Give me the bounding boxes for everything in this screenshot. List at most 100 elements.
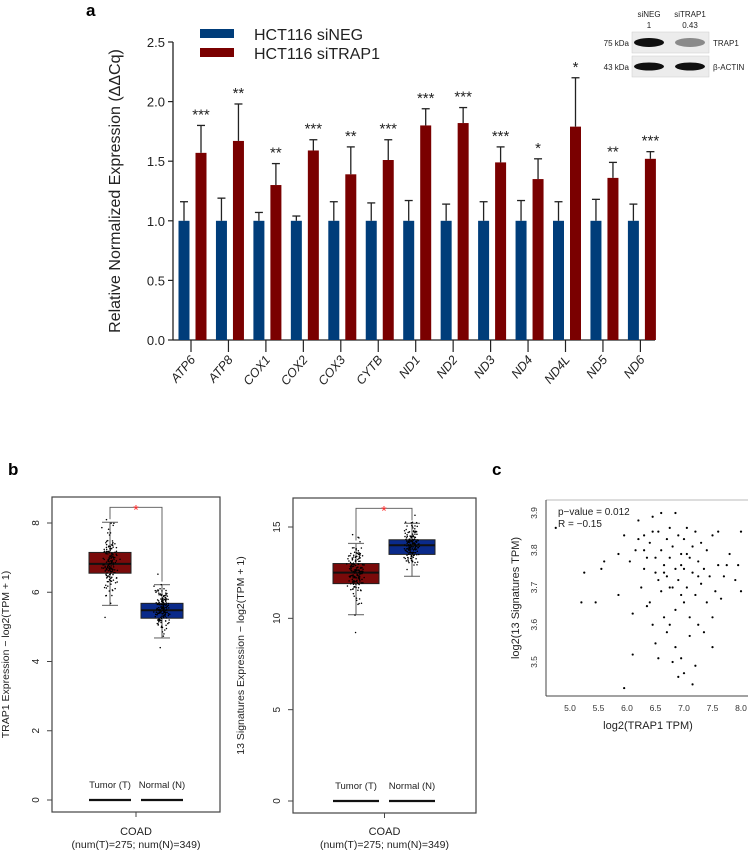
jitter-point bbox=[162, 616, 165, 619]
jitter-point bbox=[116, 581, 118, 583]
western-blot-inset: siNEG 1 siTRAP1 0.43 75 kDa TRAP1 43 kDa β-ACTI… bbox=[604, 10, 744, 78]
scatter-point bbox=[603, 560, 606, 563]
jitter-point bbox=[164, 620, 167, 622]
x-axis-label: COAD bbox=[369, 826, 401, 838]
scatter-point bbox=[708, 575, 711, 578]
jitter-point bbox=[354, 614, 356, 616]
jitter-point bbox=[161, 613, 164, 615]
jitter-point bbox=[350, 563, 353, 565]
jitter-point bbox=[352, 565, 355, 567]
jitter-point bbox=[414, 536, 416, 539]
jitter-point bbox=[349, 582, 352, 585]
scatter-point bbox=[665, 575, 669, 578]
jitter-point bbox=[112, 573, 114, 576]
jitter-point bbox=[103, 586, 106, 589]
bar-chart-mito-genes: 0.0 0.5 1.0 1.5 2.0 2.5 Relative Normalized Ex… bbox=[107, 27, 659, 388]
jitter-point bbox=[112, 568, 114, 571]
jitter-point bbox=[416, 545, 418, 548]
plot-frame bbox=[51, 496, 221, 813]
jitter-point bbox=[107, 580, 109, 583]
jitter-point bbox=[352, 592, 355, 595]
jitter-point bbox=[353, 576, 356, 579]
scatter-point bbox=[654, 642, 657, 645]
jitter-point bbox=[160, 606, 163, 608]
jitter-point bbox=[163, 608, 165, 610]
jitter-point bbox=[161, 626, 164, 629]
jitter-point bbox=[348, 568, 351, 570]
jitter-point bbox=[353, 595, 355, 597]
scatter-point bbox=[700, 582, 703, 585]
jitter-point bbox=[354, 570, 357, 572]
jitter-point bbox=[167, 604, 170, 607]
jitter-point bbox=[109, 572, 112, 574]
jitter-point bbox=[349, 575, 352, 577]
group-label-normal: Normal (N) bbox=[389, 781, 435, 792]
scatter-point bbox=[668, 623, 671, 626]
scatter-point bbox=[691, 683, 694, 686]
jitter-point bbox=[358, 577, 361, 579]
bar-sitrap1 bbox=[232, 140, 244, 340]
jitter-point bbox=[355, 567, 358, 569]
x-tick-label: 8.0 bbox=[735, 703, 747, 713]
jitter-point bbox=[163, 587, 165, 590]
jitter-point bbox=[163, 598, 166, 601]
significance-marker: *** bbox=[192, 106, 210, 123]
jitter-point bbox=[412, 527, 414, 529]
jitter-point bbox=[160, 600, 163, 603]
jitter-point bbox=[409, 538, 411, 540]
jitter-point bbox=[158, 601, 160, 604]
jitter-point bbox=[360, 566, 362, 569]
jitter-point bbox=[164, 594, 167, 596]
jitter-point bbox=[103, 548, 105, 551]
jitter-point bbox=[107, 528, 110, 531]
jitter-point bbox=[403, 548, 406, 550]
bar-sineg bbox=[403, 220, 415, 340]
bar-sineg bbox=[328, 220, 340, 340]
jitter-point bbox=[355, 580, 357, 583]
jitter-point bbox=[110, 583, 112, 585]
jitter-point bbox=[353, 572, 356, 574]
jitter-point bbox=[417, 543, 419, 545]
jitter-point bbox=[353, 570, 355, 573]
jitter-point bbox=[411, 542, 413, 544]
scatter-point bbox=[671, 545, 674, 548]
bar-sitrap1 bbox=[420, 125, 432, 340]
jitter-point bbox=[110, 554, 113, 556]
scatter-point bbox=[662, 571, 666, 574]
jitter-point bbox=[352, 583, 355, 585]
jitter-point bbox=[109, 567, 112, 569]
jitter-point bbox=[112, 566, 115, 568]
scatter-point bbox=[645, 605, 649, 608]
jitter-point bbox=[105, 568, 108, 571]
jitter-point bbox=[413, 538, 416, 540]
jitter-point bbox=[105, 550, 108, 553]
jitter-point bbox=[161, 598, 163, 600]
bar-sitrap1 bbox=[457, 123, 469, 340]
jitter-point bbox=[155, 608, 158, 611]
scatter-point bbox=[702, 567, 706, 570]
jitter-point bbox=[158, 609, 160, 612]
jitter-point bbox=[162, 635, 165, 637]
jitter-point bbox=[353, 575, 355, 578]
jitter-point bbox=[112, 557, 115, 559]
x-tick-label-atp6: ATP6 bbox=[167, 353, 198, 386]
x-tick-label-cox2: COX2 bbox=[278, 353, 311, 388]
legend-swatch-sineg bbox=[200, 29, 234, 38]
jitter-point bbox=[102, 557, 104, 560]
jitter-point bbox=[350, 552, 352, 555]
scatter-point bbox=[739, 590, 743, 593]
jitter-point bbox=[164, 629, 166, 631]
jitter-point bbox=[405, 548, 408, 550]
jitter-point bbox=[156, 614, 158, 616]
x-tick-label-nd1: ND1 bbox=[396, 353, 423, 381]
scatter-point bbox=[628, 560, 631, 563]
jitter-point bbox=[355, 568, 357, 571]
jitter-point bbox=[154, 613, 157, 616]
significance-marker: *** bbox=[417, 90, 435, 107]
jitter-point bbox=[168, 621, 170, 624]
jitter-point bbox=[413, 530, 415, 532]
jitter-point bbox=[108, 565, 111, 568]
jitter-point bbox=[112, 556, 114, 558]
jitter-point bbox=[407, 547, 409, 550]
scatter-point bbox=[671, 660, 674, 664]
